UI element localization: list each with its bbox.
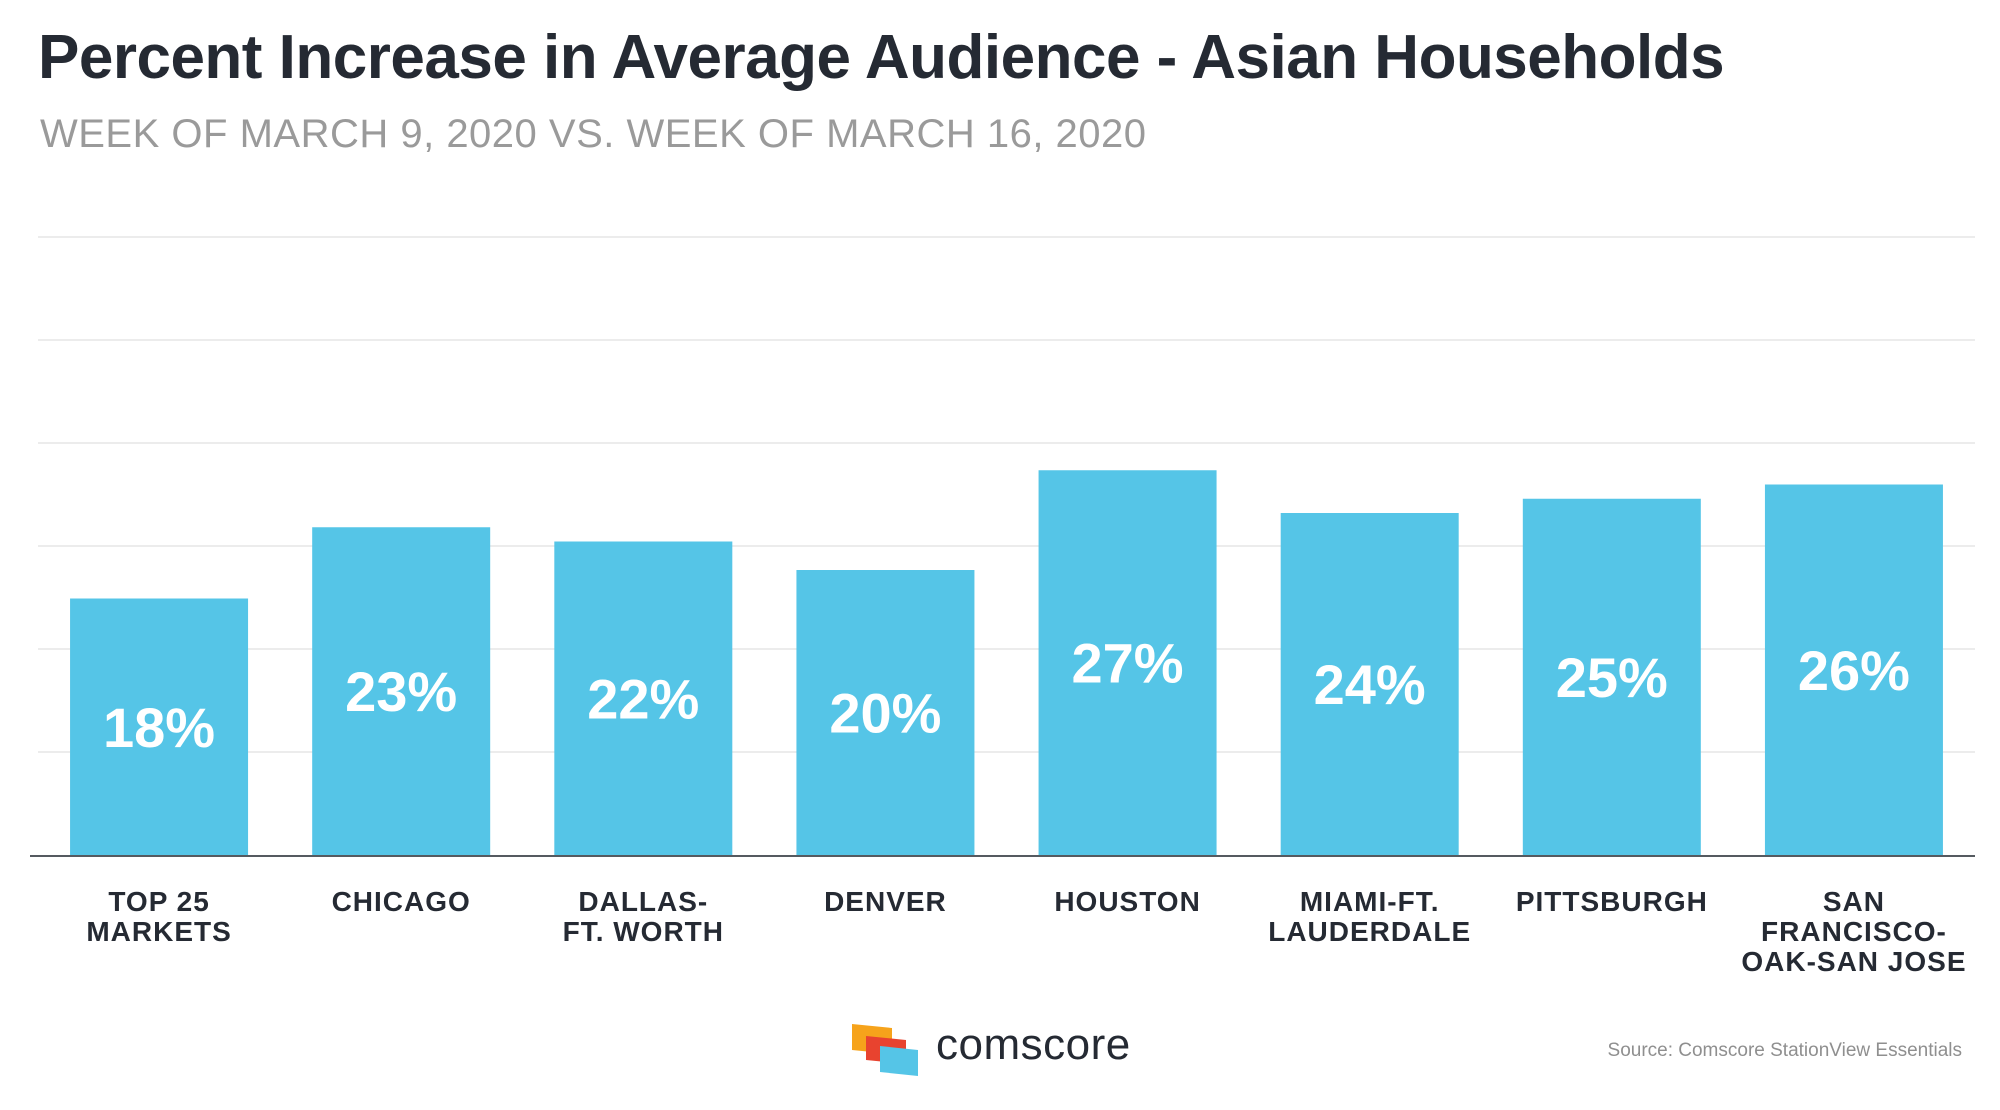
chart-subtitle: WEEK OF MARCH 9, 2020 VS. WEEK OF MARCH … — [40, 112, 1147, 156]
data-label: 20% — [829, 682, 941, 745]
bar — [1764, 484, 1943, 855]
category-label: SAN FRANCISCO- OAK-SAN JOSE — [1741, 886, 1967, 977]
data-label: 22% — [587, 667, 699, 730]
category-label: TOP 25 MARKETS — [86, 886, 232, 947]
category-label: MIAMI-FT. LAUDERDALE — [1268, 886, 1472, 947]
bar — [1522, 498, 1701, 855]
source-note: Source: Comscore StationView Essentials — [1607, 1040, 1962, 1061]
bar — [796, 570, 975, 855]
bar-chart: 18% 23% 22% 20% 27% 24% 25% 26% — [30, 236, 1975, 857]
category-label: PITTSBURGH — [1515, 886, 1708, 917]
category-label: DENVER — [824, 886, 947, 917]
data-label: 23% — [345, 660, 457, 723]
data-label: 26% — [1798, 639, 1910, 702]
bar — [1038, 470, 1217, 855]
category-label: CHICAGO — [331, 886, 471, 917]
data-label: 27% — [1072, 632, 1184, 695]
category-label: DALLAS- FT. WORTH — [562, 886, 725, 947]
chart-title: Percent Increase in Average Audience - A… — [38, 23, 1725, 92]
data-label: 18% — [103, 696, 215, 759]
bar — [312, 527, 491, 855]
bar — [1280, 513, 1459, 855]
comscore-logo-icon — [852, 1024, 918, 1076]
bar — [70, 598, 249, 855]
brand-name: comscore — [936, 1020, 1131, 1069]
data-label: 24% — [1314, 653, 1426, 716]
category-label: HOUSTON — [1054, 886, 1201, 917]
data-label: 25% — [1556, 646, 1668, 709]
bar — [554, 541, 733, 855]
